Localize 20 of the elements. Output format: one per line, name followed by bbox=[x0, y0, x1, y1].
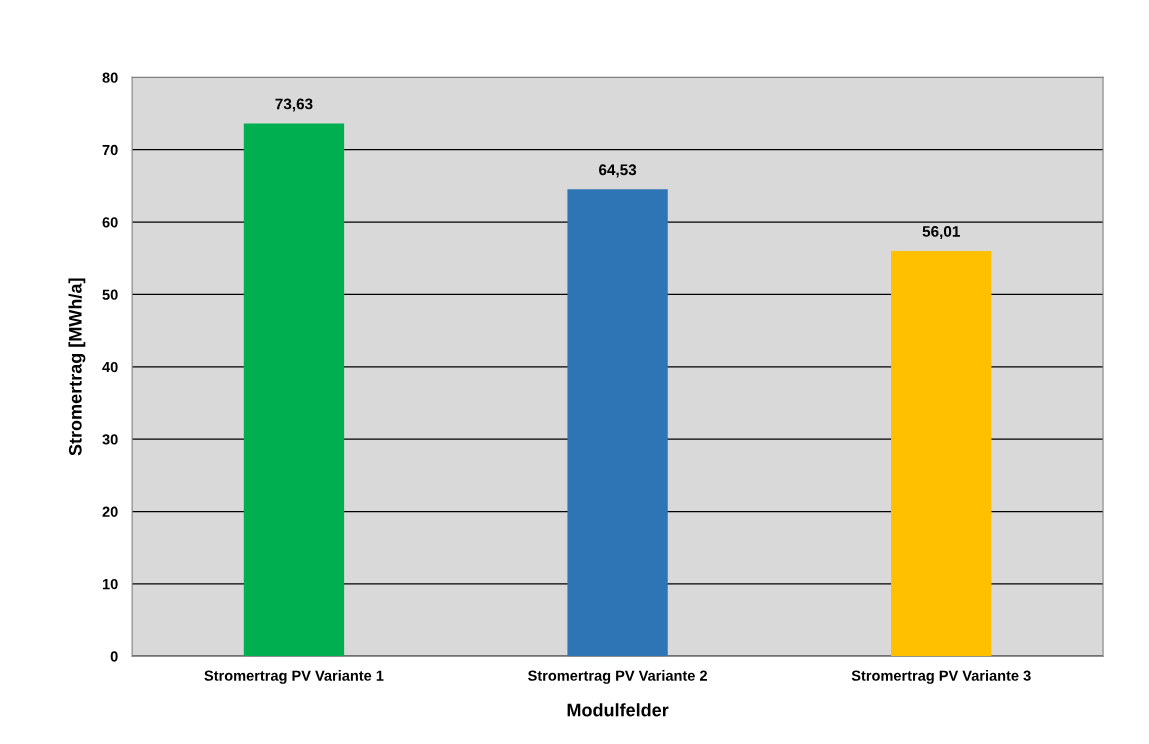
y-tick-label: 0 bbox=[110, 651, 118, 662]
bar bbox=[567, 189, 668, 657]
y-tick-label: 80 bbox=[102, 72, 118, 83]
y-axis-title: Stromertrag [MWh/a] bbox=[68, 278, 86, 456]
x-axis-title: Modulfelder bbox=[567, 703, 669, 717]
y-tick-label: 60 bbox=[102, 217, 118, 228]
y-tick-label: 10 bbox=[102, 578, 118, 590]
y-tick-label: 70 bbox=[102, 144, 118, 156]
x-tick-label: Stromertrag PV Variante 3 bbox=[851, 670, 1031, 684]
y-tick-label: 50 bbox=[102, 289, 118, 300]
data-label: 64,53 bbox=[599, 164, 637, 178]
data-label: 73,63 bbox=[275, 98, 313, 112]
bar bbox=[891, 250, 992, 657]
data-label: 56,01 bbox=[922, 226, 960, 240]
x-tick-label: Stromertrag PV Variante 2 bbox=[528, 670, 707, 684]
y-tick-label: 20 bbox=[102, 506, 118, 517]
y-tick-label: 30 bbox=[102, 434, 118, 445]
x-tick-label: Stromertrag PV Variante 1 bbox=[204, 670, 384, 684]
bar bbox=[243, 123, 345, 657]
y-tick-label: 40 bbox=[102, 361, 118, 373]
